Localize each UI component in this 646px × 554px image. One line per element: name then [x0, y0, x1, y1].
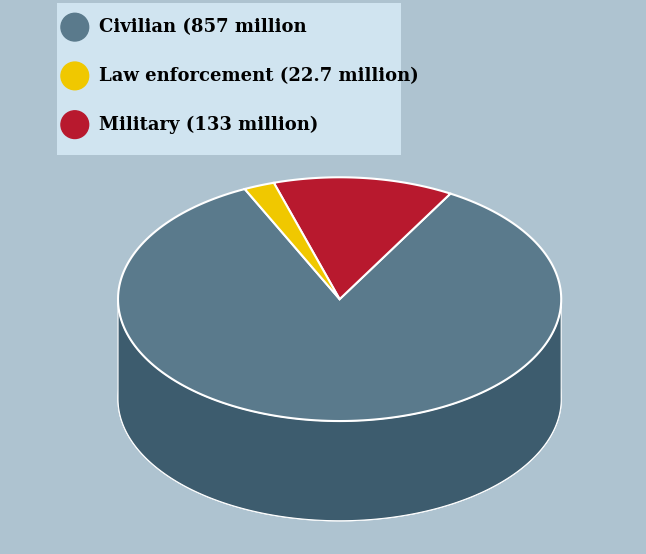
- Ellipse shape: [118, 277, 561, 521]
- Polygon shape: [118, 297, 561, 521]
- FancyBboxPatch shape: [57, 3, 401, 155]
- Polygon shape: [274, 177, 450, 299]
- Text: Law enforcement (22.7 million): Law enforcement (22.7 million): [99, 67, 419, 85]
- Text: Military (133 million): Military (133 million): [99, 116, 318, 134]
- Circle shape: [61, 13, 89, 41]
- Polygon shape: [118, 189, 561, 421]
- Polygon shape: [245, 183, 340, 299]
- Text: Civilian (857 million: Civilian (857 million: [99, 18, 306, 36]
- Circle shape: [61, 111, 89, 138]
- Circle shape: [61, 62, 89, 90]
